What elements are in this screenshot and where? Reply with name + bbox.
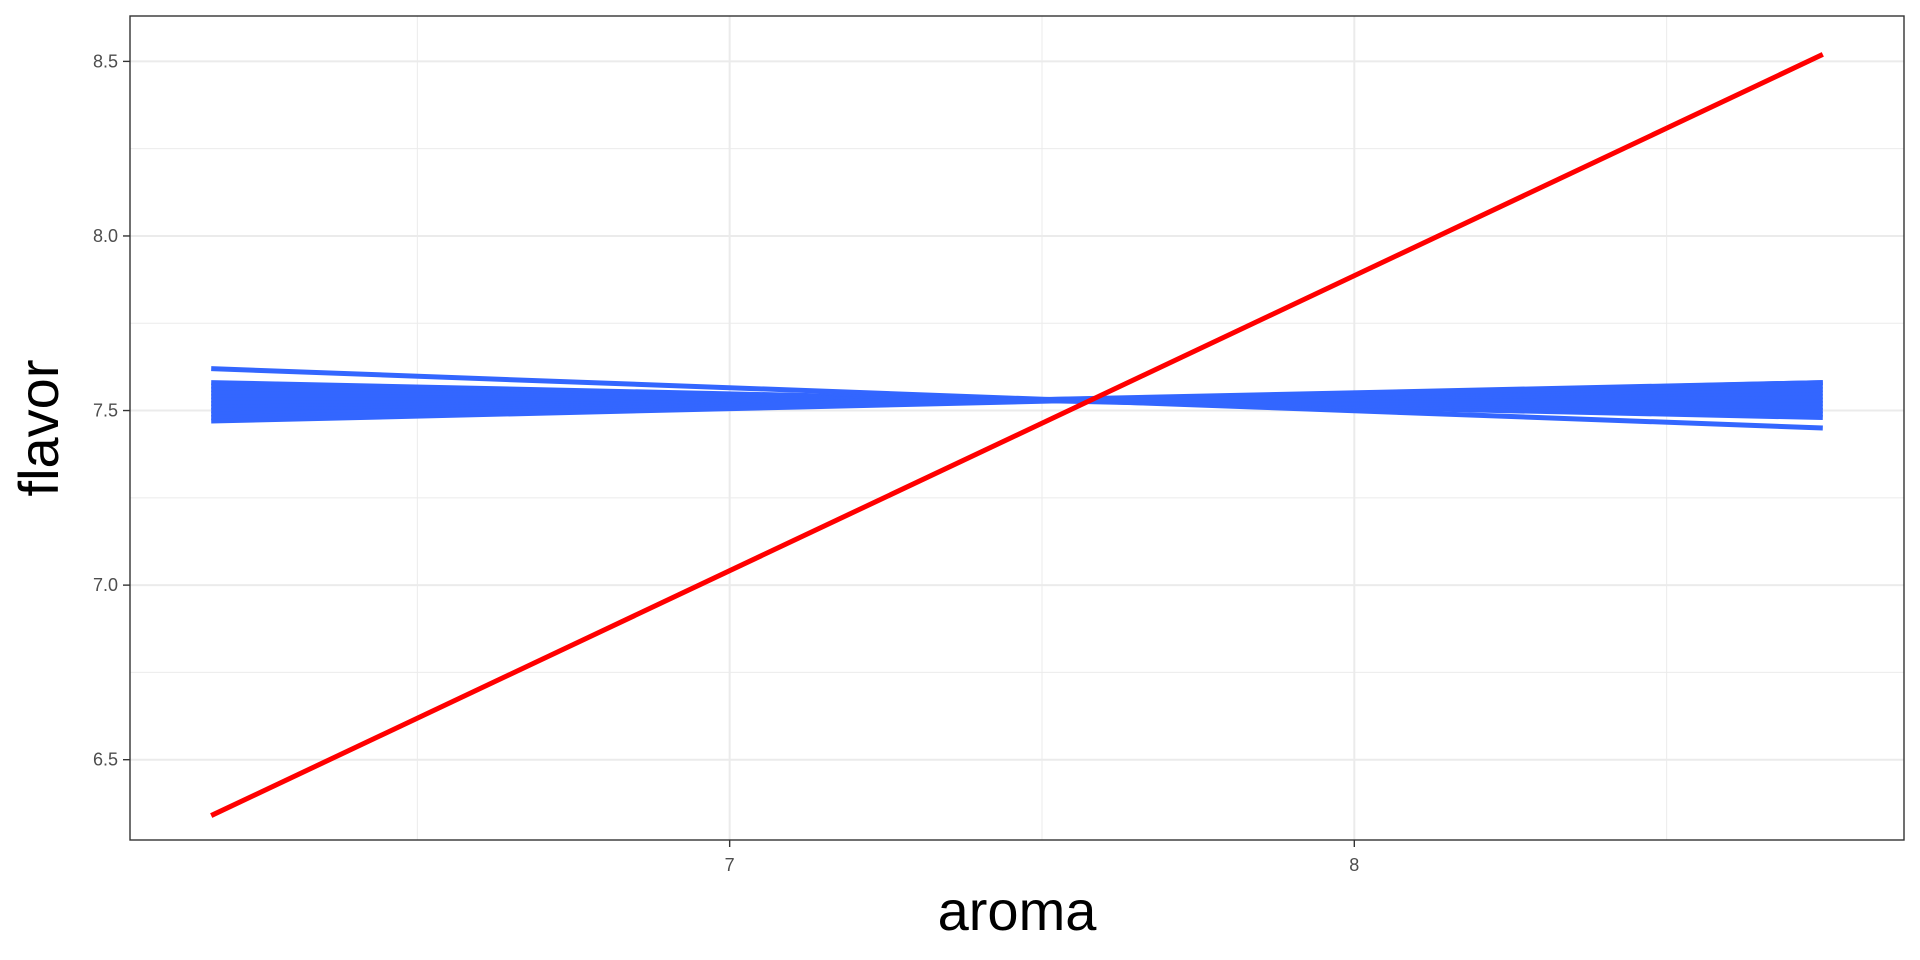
y-tick-label: 7.0 xyxy=(93,575,118,595)
x-tick-label: 7 xyxy=(725,855,735,875)
y-tick-label: 6.5 xyxy=(93,750,118,770)
y-axis-title: flavor xyxy=(7,360,70,497)
y-tick-label: 7.5 xyxy=(93,401,118,421)
axis-ticks xyxy=(123,60,1356,847)
x-tick-label: 8 xyxy=(1349,855,1359,875)
y-tick-label: 8.0 xyxy=(93,226,118,246)
series-line-red xyxy=(210,52,1824,818)
tick-labels: 7 8 6.5 7.0 7.5 8.0 8.5 xyxy=(93,51,1359,875)
series-line-blue-12 xyxy=(211,380,1823,424)
plot-panel-border xyxy=(129,15,1905,841)
x-axis-title: aroma xyxy=(938,879,1098,942)
y-tick-label: 8.5 xyxy=(93,51,118,71)
series-layer xyxy=(210,52,1824,818)
grid-minor xyxy=(130,16,1904,840)
